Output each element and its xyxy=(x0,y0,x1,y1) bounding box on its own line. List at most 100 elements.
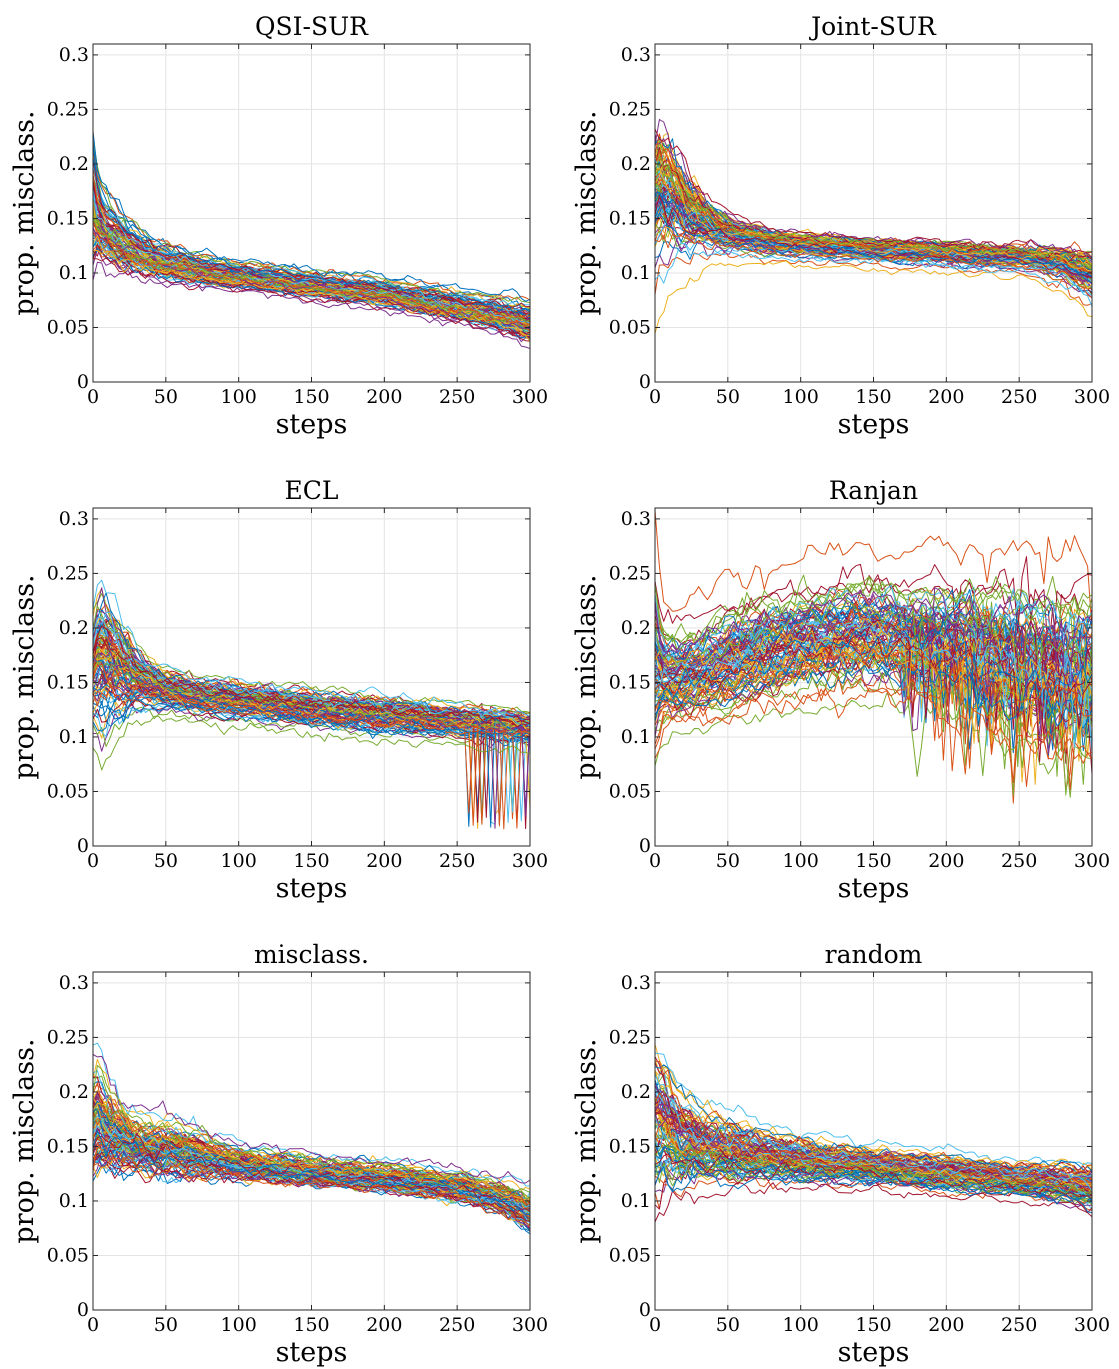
y-tick-label: 0 xyxy=(77,371,89,393)
y-tick-label: 0.3 xyxy=(59,44,89,66)
series-line xyxy=(655,1129,1092,1199)
series-line xyxy=(93,221,530,326)
x-tick-label: 250 xyxy=(439,850,475,872)
series-line xyxy=(93,197,530,323)
y-tick-label: 0.1 xyxy=(59,1190,89,1212)
chart-title: ECL xyxy=(285,476,339,505)
series-line xyxy=(93,1149,530,1222)
series-line xyxy=(93,158,530,308)
series-line xyxy=(655,1060,1092,1174)
series-line xyxy=(655,251,1092,306)
series-line xyxy=(93,1090,530,1203)
x-axis-label: steps xyxy=(838,873,910,904)
series-line xyxy=(655,133,1092,268)
x-tick-label: 150 xyxy=(855,850,891,872)
series-line xyxy=(655,260,1092,334)
y-tick-label: 0.1 xyxy=(59,726,89,748)
x-tick-label: 100 xyxy=(783,386,819,408)
y-axis-label: prop. misclass. xyxy=(571,574,602,779)
x-tick-label: 300 xyxy=(1074,850,1110,872)
x-tick-label: 50 xyxy=(154,386,178,408)
x-tick-label: 150 xyxy=(293,850,329,872)
y-tick-label: 0.3 xyxy=(59,972,89,994)
series-line xyxy=(655,1071,1092,1179)
x-tick-label: 50 xyxy=(716,1314,740,1336)
x-tick-label: 150 xyxy=(293,386,329,408)
series-line xyxy=(655,1120,1092,1186)
series-line xyxy=(655,619,1092,723)
x-tick-label: 250 xyxy=(1001,1314,1037,1336)
x-tick-label: 0 xyxy=(87,1314,99,1336)
x-tick-label: 50 xyxy=(716,386,740,408)
series-line xyxy=(93,257,530,342)
y-tick-label: 0.3 xyxy=(621,972,651,994)
chart-panel: 0 50 100 150 200 250 300 0 0.05 0.1 0.15 0.2 0.25 0.3… xyxy=(9,12,548,440)
series-line xyxy=(655,1182,1092,1223)
series-line xyxy=(655,159,1092,264)
series-line xyxy=(655,214,1092,297)
y-tick-label: 0.25 xyxy=(609,562,651,584)
series-line xyxy=(93,131,530,302)
series-line xyxy=(93,1065,530,1193)
y-axis-label: prop. misclass. xyxy=(9,574,40,779)
y-tick-label: 0 xyxy=(77,835,89,857)
x-tick-label: 200 xyxy=(928,1314,964,1336)
y-tick-label: 0.2 xyxy=(59,1081,89,1103)
y-tick-label: 0.1 xyxy=(59,262,89,284)
series-line xyxy=(93,1100,530,1208)
x-tick-label: 250 xyxy=(1001,850,1037,872)
series-line xyxy=(655,635,1092,751)
series-line xyxy=(655,242,1092,307)
series-line xyxy=(93,1054,530,1184)
y-tick-label: 0.3 xyxy=(59,508,89,530)
series-line xyxy=(655,1117,1092,1187)
series-line xyxy=(655,510,1092,630)
series-line xyxy=(655,589,1092,712)
series-line xyxy=(93,1133,530,1213)
series-line xyxy=(655,1160,1092,1214)
y-tick-label: 0.25 xyxy=(609,98,651,120)
y-tick-label: 0.05 xyxy=(609,780,651,802)
chart-panel: 0 50 100 150 200 250 300 0 0.05 0.1 0.15 0.2 0.25 0.3… xyxy=(571,12,1110,440)
series-line xyxy=(655,626,1092,730)
series-line xyxy=(93,220,530,323)
y-tick-label: 0.15 xyxy=(47,207,89,229)
y-tick-label: 0 xyxy=(639,1299,651,1321)
series-group xyxy=(93,579,530,830)
y-tick-label: 0 xyxy=(77,1299,89,1321)
series-group xyxy=(655,510,1092,804)
x-tick-label: 300 xyxy=(1074,386,1110,408)
x-tick-label: 200 xyxy=(928,386,964,408)
x-tick-label: 250 xyxy=(439,386,475,408)
y-axis-label: prop. misclass. xyxy=(9,1038,40,1243)
chart-panel: 0 50 100 150 200 250 300 0 0.05 0.1 0.15 0.2 0.25 0.3… xyxy=(571,940,1110,1368)
chart-title: misclass. xyxy=(254,940,369,969)
series-line xyxy=(93,592,530,721)
x-tick-label: 250 xyxy=(1001,386,1037,408)
series-line xyxy=(93,1094,530,1206)
series-line xyxy=(93,243,530,339)
y-tick-label: 0.25 xyxy=(47,1026,89,1048)
y-tick-label: 0.15 xyxy=(609,207,651,229)
series-line xyxy=(93,217,530,330)
x-axis-label: steps xyxy=(276,1337,348,1368)
series-line xyxy=(655,1110,1092,1191)
y-axis-label: prop. misclass. xyxy=(571,110,602,315)
series-line xyxy=(93,663,530,825)
series-line xyxy=(93,579,530,717)
series-line xyxy=(655,587,1092,708)
series-line xyxy=(655,609,1092,685)
x-tick-label: 50 xyxy=(716,850,740,872)
chart-title: Ranjan xyxy=(829,476,918,505)
series-line xyxy=(93,1150,530,1230)
y-tick-label: 0.15 xyxy=(609,671,651,693)
series-line xyxy=(93,1082,530,1205)
chart-panel: 0 50 100 150 200 250 300 0 0.05 0.1 0.15 0.2 0.25 0.3… xyxy=(9,940,548,1368)
y-tick-label: 0.15 xyxy=(609,1135,651,1157)
x-tick-label: 300 xyxy=(512,850,548,872)
y-tick-label: 0.3 xyxy=(621,44,651,66)
series-line xyxy=(93,715,530,771)
x-tick-label: 50 xyxy=(154,1314,178,1336)
y-tick-label: 0 xyxy=(639,835,651,857)
